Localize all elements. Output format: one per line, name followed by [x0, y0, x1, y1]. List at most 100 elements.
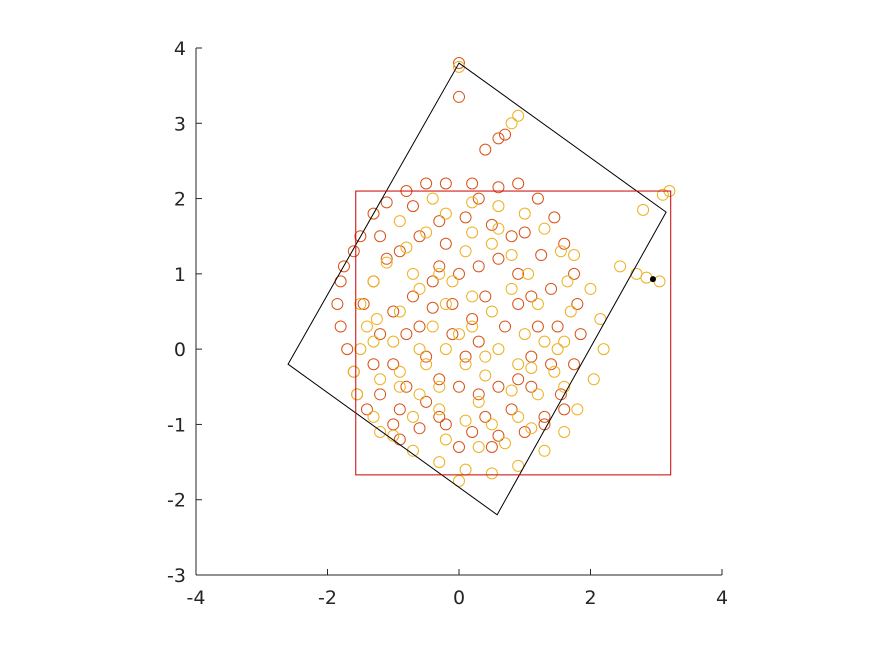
- scatter-point: [426, 320, 439, 333]
- scatter-point: [531, 297, 544, 310]
- scatter-point: [505, 117, 518, 130]
- scatter-point: [538, 410, 551, 423]
- scatter-point: [551, 343, 564, 356]
- scatter-point: [466, 177, 479, 190]
- scatter-point: [548, 365, 561, 378]
- scatter-point: [433, 380, 446, 393]
- scatter-point: [351, 388, 364, 401]
- scatter-point: [393, 245, 406, 258]
- scatter-point: [568, 267, 581, 280]
- scatter-point: [525, 422, 538, 435]
- scatter-point: [564, 305, 577, 318]
- scatter-point: [485, 305, 498, 318]
- scatter-point: [354, 343, 367, 356]
- scatter-point: [439, 237, 452, 250]
- scatter-point: [499, 437, 512, 450]
- scatter-point: [479, 350, 492, 363]
- scatter-point: [400, 241, 413, 254]
- scatter-point: [341, 343, 354, 356]
- scatter-point: [426, 301, 439, 314]
- scatter-point: [357, 297, 370, 310]
- scatter-point: [406, 267, 419, 280]
- scatter-point: [459, 350, 472, 363]
- y-tick-label: -3: [167, 565, 186, 587]
- scatter-point: [439, 343, 452, 356]
- scatter-point: [561, 275, 574, 288]
- x-tick-label: 2: [584, 587, 596, 609]
- scatter-point: [472, 388, 485, 401]
- scatter-point: [380, 196, 393, 209]
- x-tick-label: 4: [716, 587, 728, 609]
- scatter-point: [380, 252, 393, 265]
- scatter-point: [525, 290, 538, 303]
- scatter-point: [433, 267, 446, 280]
- scatter-point: [393, 305, 406, 318]
- scatter-point: [505, 403, 518, 416]
- scatter-point: [492, 132, 505, 145]
- scatter-point: [558, 380, 571, 393]
- scatter-point: [433, 403, 446, 416]
- scatter-point: [374, 373, 387, 386]
- scatter-point: [360, 320, 373, 333]
- scatter-point: [459, 463, 472, 476]
- scatter-point: [630, 267, 643, 280]
- scatter-point: [472, 441, 485, 454]
- scatter-point: [466, 290, 479, 303]
- scatter-point: [367, 207, 380, 220]
- scatter-point: [485, 441, 498, 454]
- scatter-point: [614, 260, 627, 273]
- scatter-point: [413, 388, 426, 401]
- scatter-point: [538, 418, 551, 431]
- scatter-point: [393, 403, 406, 416]
- scatter-point: [367, 358, 380, 371]
- y-tick-label: 4: [174, 38, 186, 60]
- rotated-bounding-box: [287, 62, 667, 516]
- scatter-point: [472, 260, 485, 273]
- scatter-point: [446, 328, 459, 341]
- scatter-point: [512, 410, 525, 423]
- scatter-point: [522, 267, 535, 280]
- scatter-point: [485, 467, 498, 480]
- scatter-point: [387, 358, 400, 371]
- scatter-point: [558, 335, 571, 348]
- scatter-point: [331, 297, 344, 310]
- scatter-point: [472, 395, 485, 408]
- scatter-point: [492, 200, 505, 213]
- scatter-point: [337, 260, 350, 273]
- scatter-point: [387, 335, 400, 348]
- scatter-point: [367, 275, 380, 288]
- scatter-point: [531, 388, 544, 401]
- x-tick-label: 0: [453, 587, 465, 609]
- plot-marks: [287, 57, 676, 516]
- scatter-point: [439, 207, 452, 220]
- scatter-point: [413, 282, 426, 295]
- scatter-point: [393, 380, 406, 393]
- scatter-point: [459, 211, 472, 224]
- scatter-point: [538, 335, 551, 348]
- scatter-point: [512, 373, 525, 386]
- scatter-point: [558, 425, 571, 438]
- scatter-point: [545, 358, 558, 371]
- scatter-point: [485, 218, 498, 231]
- scatter-point: [571, 297, 584, 310]
- scatter-point: [453, 380, 465, 393]
- scatter-point: [433, 215, 446, 228]
- scatter-point: [393, 433, 406, 446]
- y-tick-label: 0: [174, 339, 186, 361]
- scatter-point: [413, 320, 426, 333]
- scatter-point: [439, 418, 452, 431]
- scatter-point: [531, 192, 544, 205]
- scatter-point: [354, 297, 367, 310]
- scatter-point: [587, 373, 600, 386]
- scatter-point: [499, 128, 512, 141]
- scatter-point: [439, 433, 452, 446]
- scatter-point: [400, 328, 413, 341]
- scatter-point: [459, 245, 472, 258]
- scatter-point: [393, 365, 406, 378]
- scatter-point: [512, 358, 525, 371]
- scatter-point: [420, 350, 433, 363]
- scatter-point: [558, 403, 571, 416]
- scatter-point: [334, 320, 347, 333]
- scatter-point: [597, 343, 610, 356]
